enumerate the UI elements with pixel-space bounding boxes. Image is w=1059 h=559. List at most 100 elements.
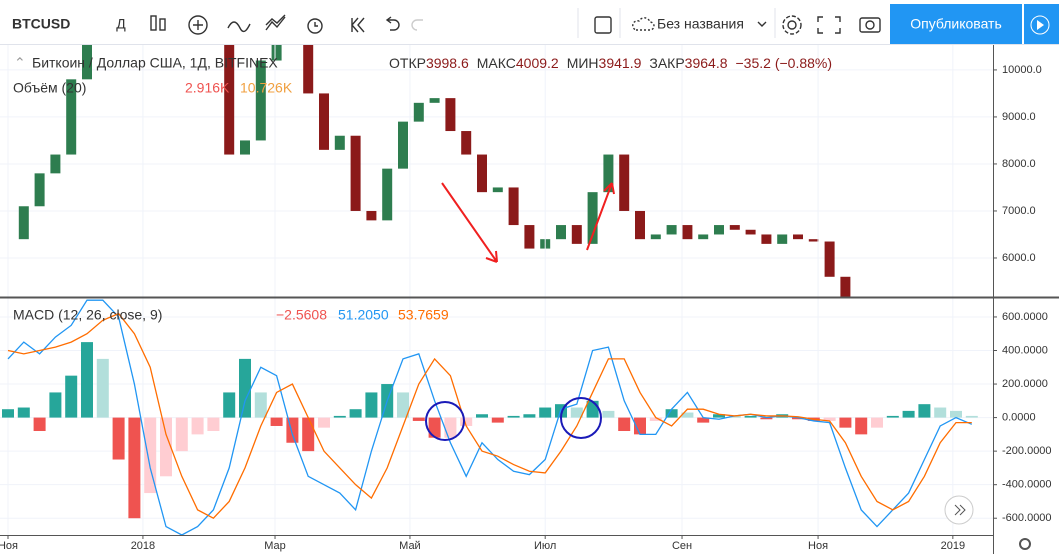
publish-button[interactable] bbox=[890, 4, 1022, 44]
histogram-bar bbox=[886, 415, 899, 418]
macd-value: 51.2050 bbox=[338, 307, 389, 323]
histogram-bar bbox=[397, 392, 409, 418]
volume-value: 2.916K bbox=[185, 80, 230, 96]
candle bbox=[271, 45, 282, 61]
histogram-bar bbox=[349, 409, 362, 418]
candle bbox=[635, 210, 645, 240]
macd-hist-value: −2.5608 bbox=[276, 307, 327, 323]
x-tick-label: Ноя bbox=[0, 540, 18, 552]
x-tick-label: 2019 bbox=[941, 540, 965, 552]
interval[interactable]: Д bbox=[116, 16, 126, 32]
scroll-button[interactable] bbox=[944, 495, 974, 525]
histogram-bar bbox=[523, 414, 536, 418]
ohlc-value: 3941.9 bbox=[599, 55, 642, 71]
histogram-bar bbox=[128, 417, 141, 519]
histogram-bar bbox=[302, 417, 315, 452]
y-tick-label: 600.0000 bbox=[1002, 311, 1048, 323]
arrow bbox=[441, 182, 498, 263]
y-tick-label: -200.0000 bbox=[1002, 445, 1052, 457]
ohlc-label: МИН bbox=[567, 55, 599, 71]
candle bbox=[714, 225, 724, 235]
histogram-bar bbox=[507, 415, 520, 418]
y-tick-label: 8000.0 bbox=[1002, 158, 1036, 170]
histogram-bar bbox=[412, 417, 425, 421]
candle bbox=[429, 98, 440, 103]
toolbar-bg bbox=[0, 0, 1059, 45]
histogram-bar bbox=[270, 417, 283, 426]
histogram-bar bbox=[81, 342, 93, 418]
candle bbox=[224, 45, 235, 155]
histogram-bar bbox=[697, 417, 710, 423]
arrow bbox=[586, 182, 615, 251]
histogram-bar bbox=[223, 392, 236, 418]
x-tick-label: Май bbox=[399, 540, 421, 552]
settings-icon[interactable] bbox=[1019, 538, 1031, 550]
x-tick-label: Ноя bbox=[808, 540, 828, 552]
histogram-bar bbox=[2, 409, 14, 418]
histogram-bar bbox=[918, 404, 931, 418]
histogram-bar bbox=[902, 410, 915, 418]
histogram-bar bbox=[144, 417, 157, 494]
candle bbox=[872, 352, 882, 376]
y-tick-label: 10000.0 bbox=[1002, 64, 1042, 76]
candle bbox=[477, 154, 487, 193]
symbol[interactable]: BTCUSD bbox=[12, 16, 70, 32]
candle bbox=[571, 225, 582, 244]
histogram-bar bbox=[65, 375, 78, 418]
candle bbox=[445, 98, 456, 132]
histogram-bar bbox=[33, 417, 46, 432]
histogram-bar bbox=[460, 417, 473, 426]
candle bbox=[777, 234, 788, 244]
scroll-icon bbox=[954, 504, 966, 516]
candle bbox=[935, 352, 945, 366]
ohlc-label: МАКС bbox=[477, 55, 516, 71]
circle-marker bbox=[425, 401, 465, 441]
collapse-icon[interactable]: ⌃ bbox=[14, 55, 26, 71]
x-tick-label: Мар bbox=[264, 540, 286, 552]
legend: ⌃ Биткоин / Доллар США, 1Д, BITFINEX ОТК… bbox=[13, 55, 832, 323]
candle bbox=[508, 187, 519, 226]
toolbar: BTCUSD Д Без названия Опубликовать bbox=[0, 0, 1059, 45]
candle bbox=[413, 102, 424, 122]
histogram-bar bbox=[649, 417, 662, 421]
candle bbox=[398, 121, 408, 169]
candle bbox=[888, 376, 898, 390]
candle bbox=[666, 225, 677, 235]
candle bbox=[650, 234, 661, 240]
candle bbox=[793, 234, 803, 240]
candle bbox=[682, 225, 693, 240]
histogram-bar bbox=[49, 392, 62, 418]
histogram-bar bbox=[855, 417, 868, 435]
histogram-bar bbox=[476, 414, 488, 418]
y-tick-label: -600.0000 bbox=[1002, 512, 1052, 524]
candle bbox=[82, 45, 92, 80]
layout-name[interactable]: Без названия bbox=[657, 16, 744, 32]
candle bbox=[919, 352, 929, 366]
candle bbox=[619, 154, 630, 211]
candle bbox=[255, 60, 266, 141]
tool-icons[interactable] bbox=[150, 14, 881, 35]
histogram-bar bbox=[96, 358, 109, 418]
x-tick-label: Сен bbox=[672, 540, 692, 552]
histogram-bar bbox=[175, 417, 188, 452]
candle bbox=[492, 187, 503, 193]
histogram-bar bbox=[254, 392, 267, 418]
histogram-bar bbox=[681, 412, 694, 418]
candle bbox=[34, 173, 45, 207]
ohlc-value: 4009.2 bbox=[516, 55, 559, 71]
publish-label[interactable]: Опубликовать bbox=[910, 16, 1002, 32]
candle bbox=[461, 131, 472, 155]
histogram-bar bbox=[871, 417, 883, 428]
volume-ma: 10.726K bbox=[240, 80, 293, 96]
candle bbox=[603, 154, 614, 193]
candle bbox=[303, 45, 314, 94]
histogram-bar bbox=[160, 417, 172, 477]
histogram-bar bbox=[191, 417, 204, 435]
histogram-bar bbox=[744, 415, 757, 418]
histogram-bar bbox=[428, 417, 441, 438]
histogram-bar bbox=[950, 410, 962, 418]
x-tick-label: Июл bbox=[534, 540, 556, 552]
play-icon bbox=[1030, 15, 1050, 35]
series-title: Биткоин / Доллар США, 1Д, BITFINEX bbox=[32, 55, 278, 71]
